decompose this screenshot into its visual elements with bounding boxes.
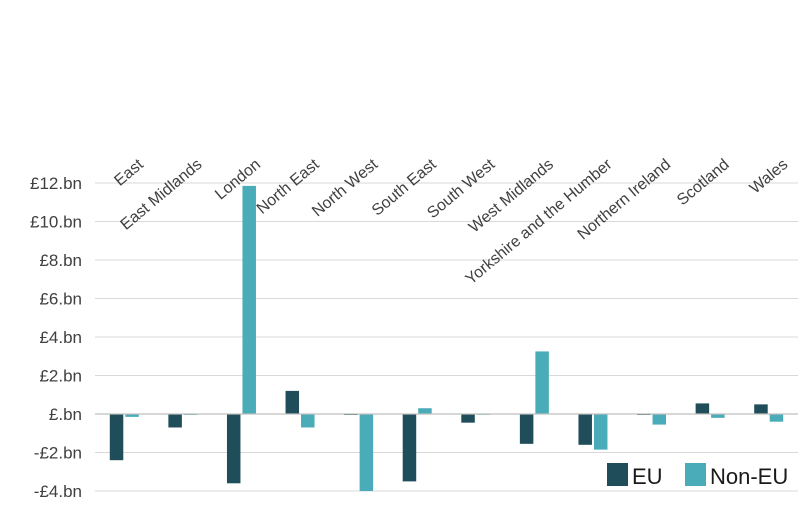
bar-eu [402,414,417,482]
y-tick-label: £10.bn [30,213,82,232]
y-tick-label: £.bn [49,405,82,424]
legend-swatch-non-eu [685,463,706,486]
bar-non-eu [418,408,432,414]
category-label: North West [309,156,381,221]
legend: EU Non-EU [607,463,788,489]
legend-label-eu: EU [632,464,663,489]
bar-non-eu [711,414,725,418]
y-tick-label: £12.bn [30,174,82,193]
bar-non-eu [301,414,315,428]
bar-eu [285,390,300,414]
y-tick-label: £8.bn [39,251,82,270]
category-label: Wales [747,156,792,197]
y-tick-label: -£2.bn [34,444,82,463]
bar-non-eu [535,351,549,414]
bar-eu [461,414,475,423]
y-tick-label: £4.bn [39,328,82,347]
category-label: London [212,156,264,203]
bar-eu [754,404,768,414]
bar-non-eu [125,414,139,417]
y-tick-label: -£4.bn [34,482,82,501]
bars [109,185,784,491]
bar-eu [168,414,182,428]
bar-eu [109,414,124,461]
y-tick-label: £6.bn [39,290,82,309]
y-axis-ticks: -£4.bn -£2.bn £.bn £2.bn £4.bn £6.bn £8.bn £10.… [30,174,82,501]
bar-eu [519,414,534,444]
bar-eu [578,414,592,445]
gridlines [95,182,798,492]
bar-non-eu [593,414,608,450]
bar-non-eu [242,185,256,414]
bar-non-eu [359,414,374,491]
legend-label-non-eu: Non-EU [710,464,788,489]
y-tick-label: £2.bn [39,367,82,386]
bar-non-eu [652,414,667,425]
bar-non-eu [769,414,784,422]
legend-swatch-eu [607,463,628,486]
category-label: East [111,156,147,190]
bar-eu [226,414,241,484]
bar-eu [695,403,710,414]
